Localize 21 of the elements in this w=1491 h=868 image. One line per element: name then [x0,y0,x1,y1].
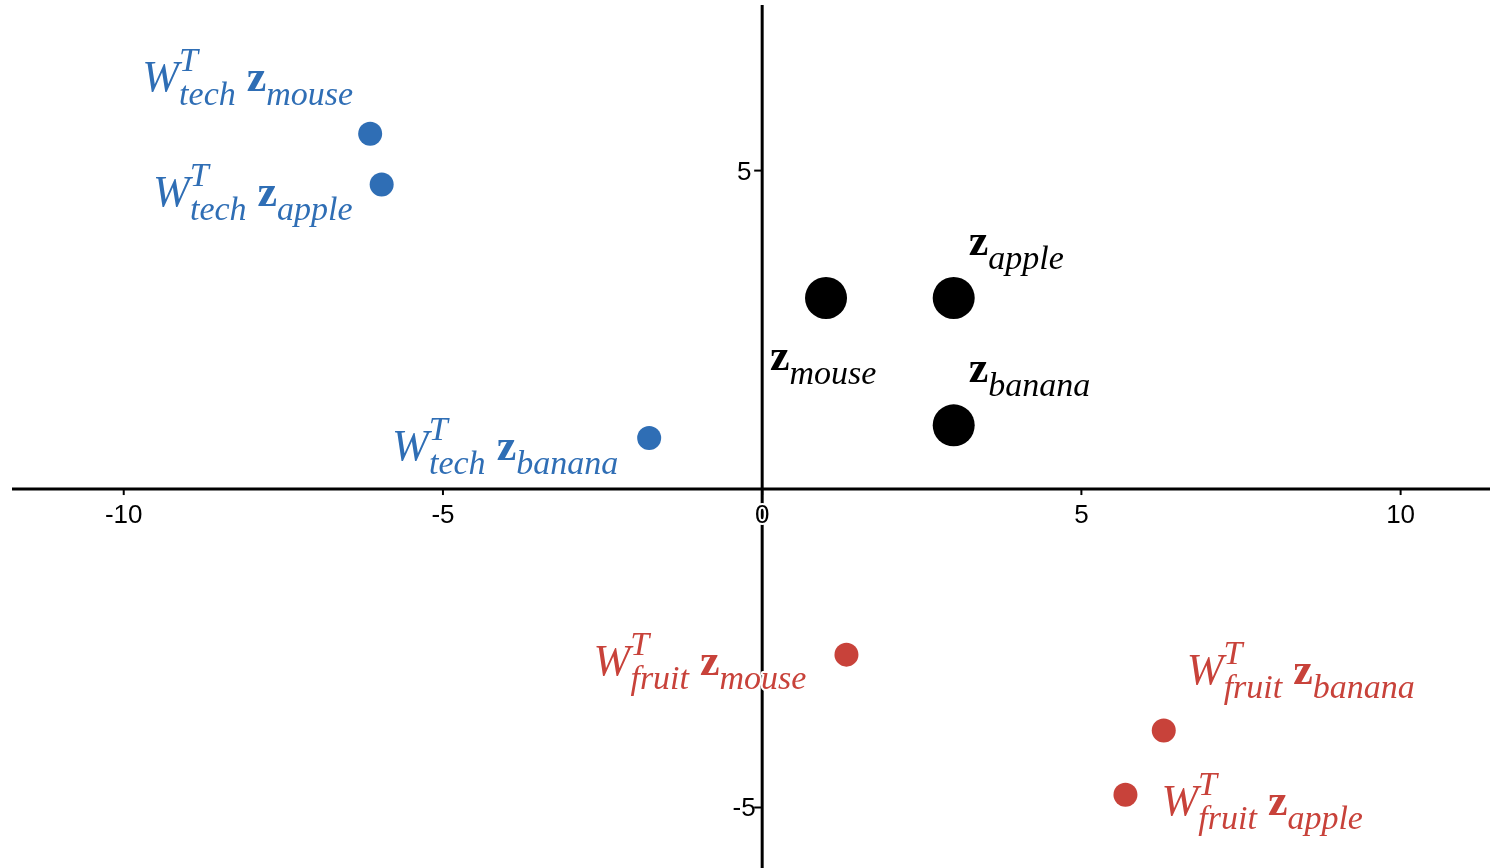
point [932,276,975,319]
point [805,276,848,319]
point [1113,782,1138,807]
annotation: W$^{T}$$_{tech}$ z$_{apple}$ [153,155,353,227]
x-tick-label: 10 [1386,499,1416,530]
point [932,404,975,447]
annotation: W$^{T}$$_{tech}$ z$_{banana}$ [392,410,619,482]
x-tick-label: -5 [431,499,455,530]
x-tick-label: 5 [1074,499,1089,530]
annotation: W$^{T}$$_{fruit}$ z$_{apple}$ [1161,764,1363,836]
annotation: W$^{T}$$_{tech}$ z$_{mouse}$ [142,40,354,112]
point [1151,718,1176,743]
point [358,121,383,146]
point [369,172,394,197]
x-tick-label: -10 [104,499,143,530]
annotation: W$^{T}$$_{fruit}$ z$_{banana}$ [1186,634,1415,706]
annotation: z$_{mouse}$ [770,330,877,391]
point [834,642,859,667]
annotation: z$_{apple}$ [968,215,1064,276]
point [637,426,662,451]
annotation: z$_{banana}$ [968,343,1091,404]
